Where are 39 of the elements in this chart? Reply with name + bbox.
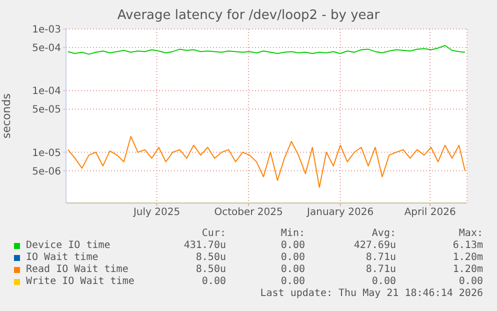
text: 8.50u — [194, 252, 226, 263]
y-tick-label: 5e-04 — [32, 43, 61, 54]
text: 431.70u — [182, 240, 226, 251]
text: 0.00 — [280, 240, 305, 251]
chart-title: Average latency for /dev/loop2 - by year — [116, 8, 381, 23]
text: Last update: Thu May 21 18:46:14 2026 — [260, 288, 483, 299]
text: Min: — [280, 228, 305, 239]
x-tick-label: January 2026 — [306, 207, 374, 218]
y-tick-label: 1e-05 — [32, 148, 61, 159]
x-tick-label: October 2025 — [214, 207, 283, 218]
text: 6.13m — [452, 240, 483, 251]
text: Max: — [458, 228, 483, 239]
text: 1.20m — [452, 252, 483, 263]
text: 0.00 — [280, 264, 305, 275]
x-tick-label: July 2025 — [132, 207, 180, 218]
text: Avg: — [370, 228, 396, 239]
text: 8.50u — [194, 264, 226, 275]
text: 0.00 — [200, 276, 226, 287]
y-tick-label: 5e-05 — [32, 104, 61, 116]
text: 0.00 — [280, 252, 305, 263]
line-series — [67, 136, 466, 188]
y-axis-title: seconds — [0, 93, 13, 138]
text: 0.00 — [370, 276, 396, 287]
x-tick-label: April 2026 — [404, 207, 456, 218]
legend-label: Device IO time — [26, 240, 110, 251]
text: 8.71u — [364, 264, 396, 275]
text: Cur: — [200, 228, 226, 239]
text: 1.20m — [452, 264, 483, 275]
y-tick-label: 1e-04 — [32, 86, 61, 98]
legend-label: IO Wait time — [26, 252, 98, 263]
text: 0.00 — [458, 276, 483, 287]
line-series — [67, 44, 466, 55]
legend-label: Write IO Wait time — [26, 276, 134, 287]
y-tick-label: 5e-06 — [32, 166, 61, 178]
legend-label: Read IO Wait time — [26, 264, 128, 275]
text: 0.00 — [280, 276, 305, 287]
text: 427.69u — [352, 240, 396, 251]
y-tick-label: 1e-03 — [32, 24, 61, 36]
text: 8.71u — [364, 252, 396, 263]
